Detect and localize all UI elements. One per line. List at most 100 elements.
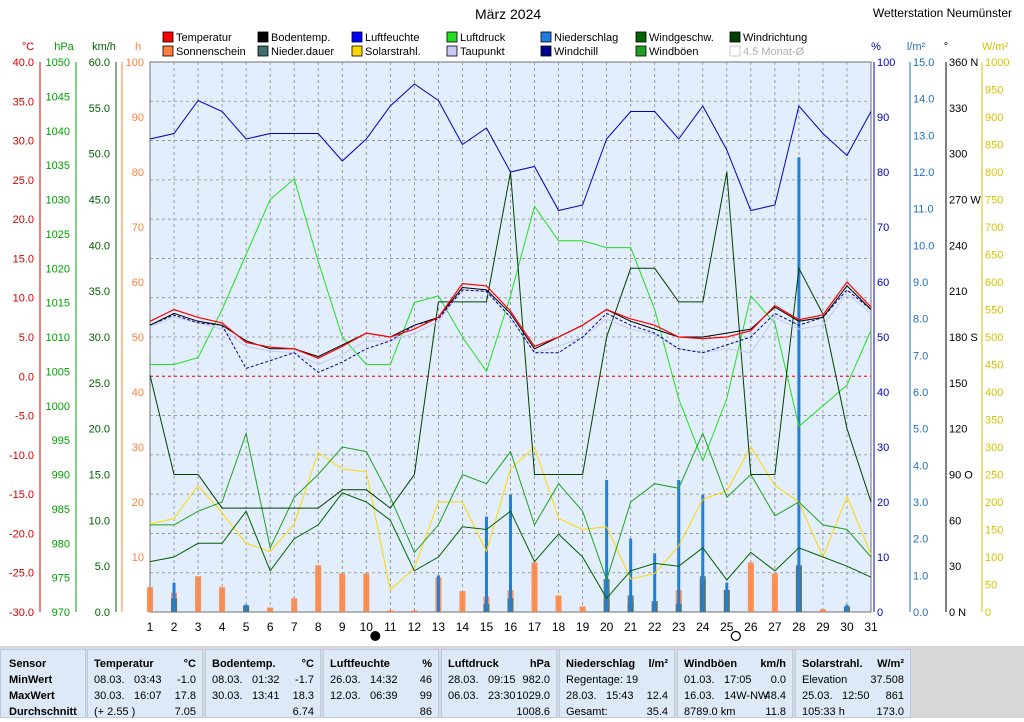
min-time: 17:05 <box>724 674 752 686</box>
tick-label-wind_kmh: 10.0 <box>89 515 110 527</box>
x-tick-label: 17 <box>528 620 542 634</box>
tick-label-wind_kmh: 35.0 <box>89 286 110 298</box>
axis-unit-sun_h: h <box>135 41 141 53</box>
rain-bar <box>797 157 801 613</box>
stats-block-title: Bodentemp. <box>212 658 276 670</box>
legend-swatch <box>540 31 552 43</box>
stats-label-max: MaxWert <box>9 690 55 702</box>
stats-block: Temperatur °C 08.03. 03:43 -1.0 30.03. 16:07 17… <box>87 649 203 718</box>
tick-label-solar_wm2: 900 <box>985 112 1003 124</box>
new-moon-icon <box>370 631 381 641</box>
tick-label-sun_h: 10 <box>132 552 144 564</box>
max-time: 23:30 <box>488 690 516 702</box>
legend-swatch <box>257 45 269 57</box>
stats-block-unit: km/h <box>760 658 786 670</box>
full-moon-icon <box>730 630 741 642</box>
windchill-line <box>149 289 872 373</box>
axis-unit-wind_kmh: km/h <box>92 41 116 53</box>
tick-label-solar_wm2: 150 <box>985 525 1003 537</box>
legend-swatch <box>446 31 458 43</box>
stats-block-title: Temperatur <box>94 658 154 670</box>
solar-line <box>149 446 872 591</box>
min-value: 982.0 <box>522 674 550 686</box>
tick-label-wind_kmh: 0.0 <box>95 607 110 619</box>
sunshine-bar <box>147 587 153 612</box>
min-time: 01:32 <box>252 674 280 686</box>
x-tick-label: 24 <box>696 620 710 634</box>
x-tick-label: 18 <box>552 620 566 634</box>
tick-label-wind_dir_deg: 0 N <box>949 607 966 619</box>
legend-label: Bodentemp. <box>271 32 330 44</box>
tick-label-solar_wm2: 800 <box>985 167 1003 179</box>
statistics-panel: Sensor MinWert MaxWert Durchschnitt Temp… <box>0 646 1024 718</box>
legend-swatch <box>729 31 741 43</box>
tick-label-pressure_hpa: 1000 <box>46 401 70 413</box>
tick-label-sun_h: 100 <box>126 57 144 69</box>
tick-label-wind_kmh: 15.0 <box>89 470 110 482</box>
rain-bar <box>653 553 657 612</box>
avg-value: 11.8 <box>765 706 786 718</box>
x-tick-label: 15 <box>480 620 494 634</box>
tick-label-wind_kmh: 60.0 <box>89 57 110 69</box>
tick-label-wind_dir_deg: 210 <box>949 286 967 298</box>
legend-swatch <box>162 31 174 43</box>
tick-label-solar_wm2: 850 <box>985 140 1003 152</box>
legend-label: Solarstrahl. <box>365 46 421 58</box>
stats-block: Niederschlag l/m² Regentage: 19 28.03. 15:43… <box>559 649 675 718</box>
stats-block: Luftdruck hPa 28.03. 09:15 982.0 06.03. 23:30 1… <box>441 649 557 718</box>
tick-label-humidity_pct: 70 <box>877 222 889 234</box>
max-date: 30.03. <box>94 690 125 702</box>
axis-unit-temp_c: °C <box>22 41 34 53</box>
legend-swatch <box>635 31 647 43</box>
tick-label-sun_h: 40 <box>132 387 144 399</box>
tick-label-temp_c: -5.0 <box>15 411 34 423</box>
legend-swatch <box>351 31 363 43</box>
axis-unit-solar_wm2: W/m² <box>982 41 1009 53</box>
tick-label-pressure_hpa: 970 <box>52 607 70 619</box>
rain-bar <box>172 582 176 612</box>
sunshine-bar <box>555 595 562 612</box>
tick-label-humidity_pct: 60 <box>877 277 889 289</box>
tick-label-temp_c: 10.0 <box>13 293 34 305</box>
tick-label-wind_kmh: 50.0 <box>89 149 110 161</box>
max-value: 17.8 <box>174 690 196 702</box>
tick-label-pressure_hpa: 1045 <box>46 91 70 103</box>
x-tick-label: 21 <box>624 620 638 634</box>
rain-bar <box>436 575 440 612</box>
x-tick-label: 22 <box>648 620 662 634</box>
sunshine-bar <box>411 610 418 612</box>
axis-unit-rain_lm2: l/m² <box>907 41 926 53</box>
max-time: 06:39 <box>370 690 398 702</box>
avg-value: 173.0 <box>876 706 904 718</box>
stats-block-unit: hPa <box>529 658 550 670</box>
stats-block-unit: % <box>422 658 432 670</box>
sunshine-bar <box>387 610 394 612</box>
axis-unit-humidity_pct: % <box>871 41 881 53</box>
tick-label-pressure_hpa: 1040 <box>46 126 70 138</box>
ground-temp-line <box>149 285 872 358</box>
sunshine-bar <box>339 573 346 612</box>
tick-label-solar_wm2: 700 <box>985 222 1003 234</box>
min-date: 01.03. <box>684 674 715 686</box>
tick-label-rain_lm2: 10.0 <box>913 240 934 252</box>
tick-label-rain_lm2: 13.0 <box>913 130 934 142</box>
tick-label-rain_lm2: 3.0 <box>913 497 928 509</box>
max-time: 15:43 <box>606 690 634 702</box>
stats-block: Bodentemp. °C 08.03. 01:32 -1.7 30.03. 13:41 18… <box>205 649 321 718</box>
max-value: 48.4 <box>764 690 786 702</box>
max-value: 18.3 <box>292 690 314 702</box>
stats-label-column: Sensor MinWert MaxWert Durchschnitt <box>0 649 86 718</box>
min-time: 09:15 <box>488 674 516 686</box>
sunshine-bar <box>291 598 298 612</box>
tick-label-solar_wm2: 950 <box>985 85 1003 97</box>
stats-block-unit: l/m² <box>648 658 668 670</box>
tick-label-temp_c: 0.0 <box>19 371 34 383</box>
avg-note: 8789.0 km <box>684 706 736 718</box>
stats-block: Luftfeuchte% 26.03. 14:32 46 12.03. 06:39 99 86 <box>323 649 439 718</box>
stats-block-title: Niederschlag <box>566 658 636 670</box>
rain-bar <box>605 480 609 612</box>
tick-label-solar_wm2: 250 <box>985 470 1003 482</box>
tick-label-solar_wm2: 550 <box>985 305 1003 317</box>
tick-label-temp_c: 40.0 <box>13 57 34 69</box>
axis-unit-pressure_hpa: hPa <box>54 41 74 53</box>
